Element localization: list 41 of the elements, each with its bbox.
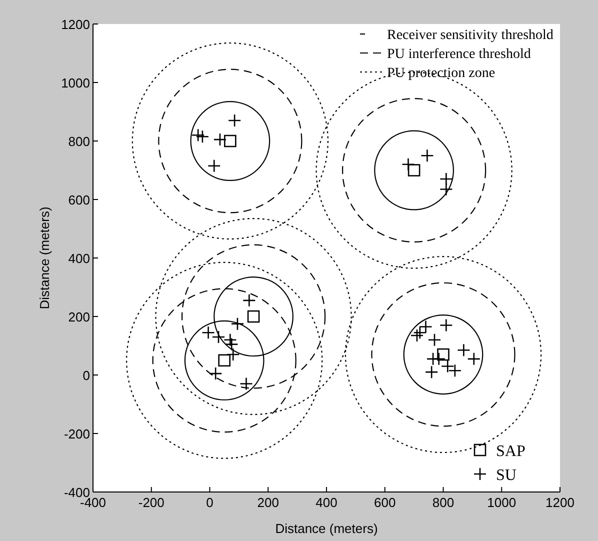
annotation: PU interference threshold (387, 47, 531, 62)
point (448, 364, 461, 377)
point (231, 318, 244, 330)
annotation: Receiver sensitivity threshold (387, 28, 554, 43)
point (442, 360, 454, 372)
x-tick-label: 0 (206, 495, 214, 510)
x-tick-label: 200 (257, 495, 279, 510)
point (196, 130, 208, 143)
y-axis-title: Distance (meters) (37, 206, 52, 310)
point (420, 320, 432, 333)
point (458, 344, 470, 356)
x-tick-label: 400 (316, 495, 338, 510)
point (440, 183, 452, 196)
legend-label: SAP (496, 443, 526, 460)
point (202, 326, 214, 339)
annotation: PU protection zone (387, 66, 496, 81)
x-axis-title: Distance (meters) (275, 521, 378, 536)
y-tick-label: 1000 (61, 76, 90, 90)
y-tick-label: 1200 (61, 17, 90, 32)
point (402, 158, 414, 170)
point (240, 378, 252, 390)
point (208, 160, 220, 172)
x-tick-label: 600 (374, 495, 396, 510)
x-tick-label: 800 (432, 495, 454, 510)
x-tick-label: 1200 (546, 495, 574, 510)
point (227, 348, 240, 361)
point (432, 352, 445, 365)
y-tick-label: 400 (68, 251, 90, 266)
y-tick-label: 200 (68, 310, 90, 324)
legend-label: SU (496, 467, 517, 484)
point (243, 294, 256, 306)
point (468, 352, 480, 365)
y-tick-label: 800 (68, 134, 90, 149)
y-tick-label: 600 (68, 192, 90, 208)
point (421, 150, 434, 162)
x-tick-label: -200 (138, 495, 164, 510)
point (226, 338, 238, 350)
y-tick-label: -200 (64, 426, 90, 442)
x-tick-label: 1000 (487, 495, 516, 510)
point (440, 319, 452, 332)
y-tick-label: 0 (82, 368, 90, 383)
